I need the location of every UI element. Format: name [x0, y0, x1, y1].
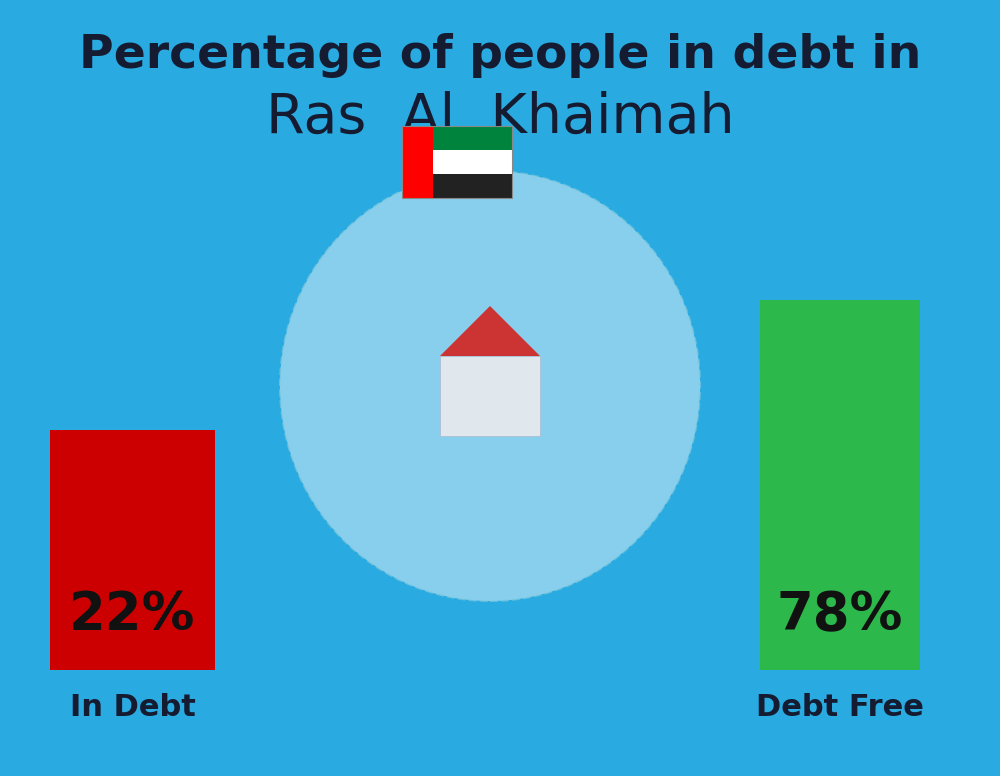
Bar [440, 356, 540, 436]
Bar [402, 126, 433, 198]
Bar [402, 126, 512, 198]
Text: 78%: 78% [777, 589, 903, 641]
Bar [433, 150, 512, 174]
Text: Percentage of people in debt in: Percentage of people in debt in [79, 33, 921, 78]
Text: 22%: 22% [69, 589, 196, 641]
Text: Ras  Al  Khaimah: Ras Al Khaimah [266, 91, 734, 145]
Text: Debt Free: Debt Free [756, 694, 924, 722]
Bar [433, 126, 512, 150]
Text: In Debt: In Debt [70, 694, 195, 722]
Ellipse shape [280, 171, 700, 601]
Bar [760, 300, 920, 670]
Bar [50, 430, 215, 670]
Polygon shape [440, 306, 540, 356]
Bar [433, 174, 512, 198]
